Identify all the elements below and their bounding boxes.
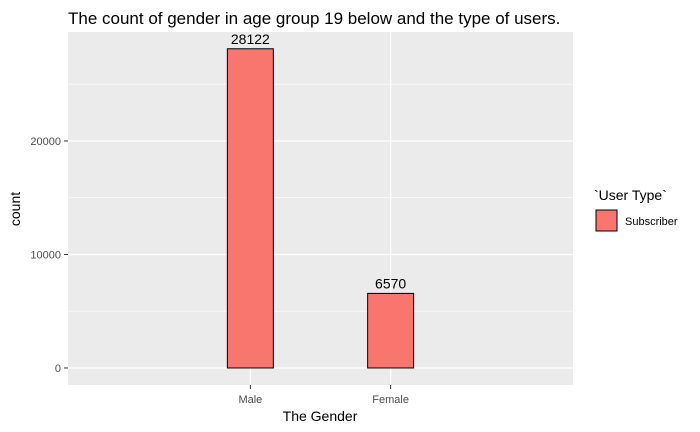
- plot-panel: [68, 32, 573, 385]
- bar-female: [367, 292, 415, 369]
- x-axis: Male Female: [238, 385, 409, 406]
- y-tick-label-1: 10000: [30, 249, 61, 261]
- chart-title: The count of gender in age group 19 belo…: [68, 9, 560, 28]
- y-axis: 0 10000 20000: [30, 136, 68, 375]
- data-label-male: 28122: [231, 31, 270, 47]
- y-tick-label-2: 20000: [30, 136, 61, 148]
- legend: `User Type` Subscriber: [594, 187, 678, 232]
- bars: [226, 48, 415, 369]
- data-label-female: 6570: [375, 275, 406, 291]
- y-axis-title: count: [7, 192, 23, 226]
- legend-label-subscriber: Subscriber: [625, 216, 678, 228]
- x-tick-label-female: Female: [372, 394, 409, 406]
- x-tick-label-male: Male: [238, 394, 262, 406]
- legend-key-subscriber: [595, 209, 618, 232]
- y-tick-label-0: 0: [55, 363, 61, 375]
- bar-male: [226, 48, 274, 369]
- x-axis-title: The Gender: [283, 408, 358, 424]
- data-labels: 28122 6570: [231, 31, 407, 292]
- legend-title: `User Type`: [594, 187, 667, 203]
